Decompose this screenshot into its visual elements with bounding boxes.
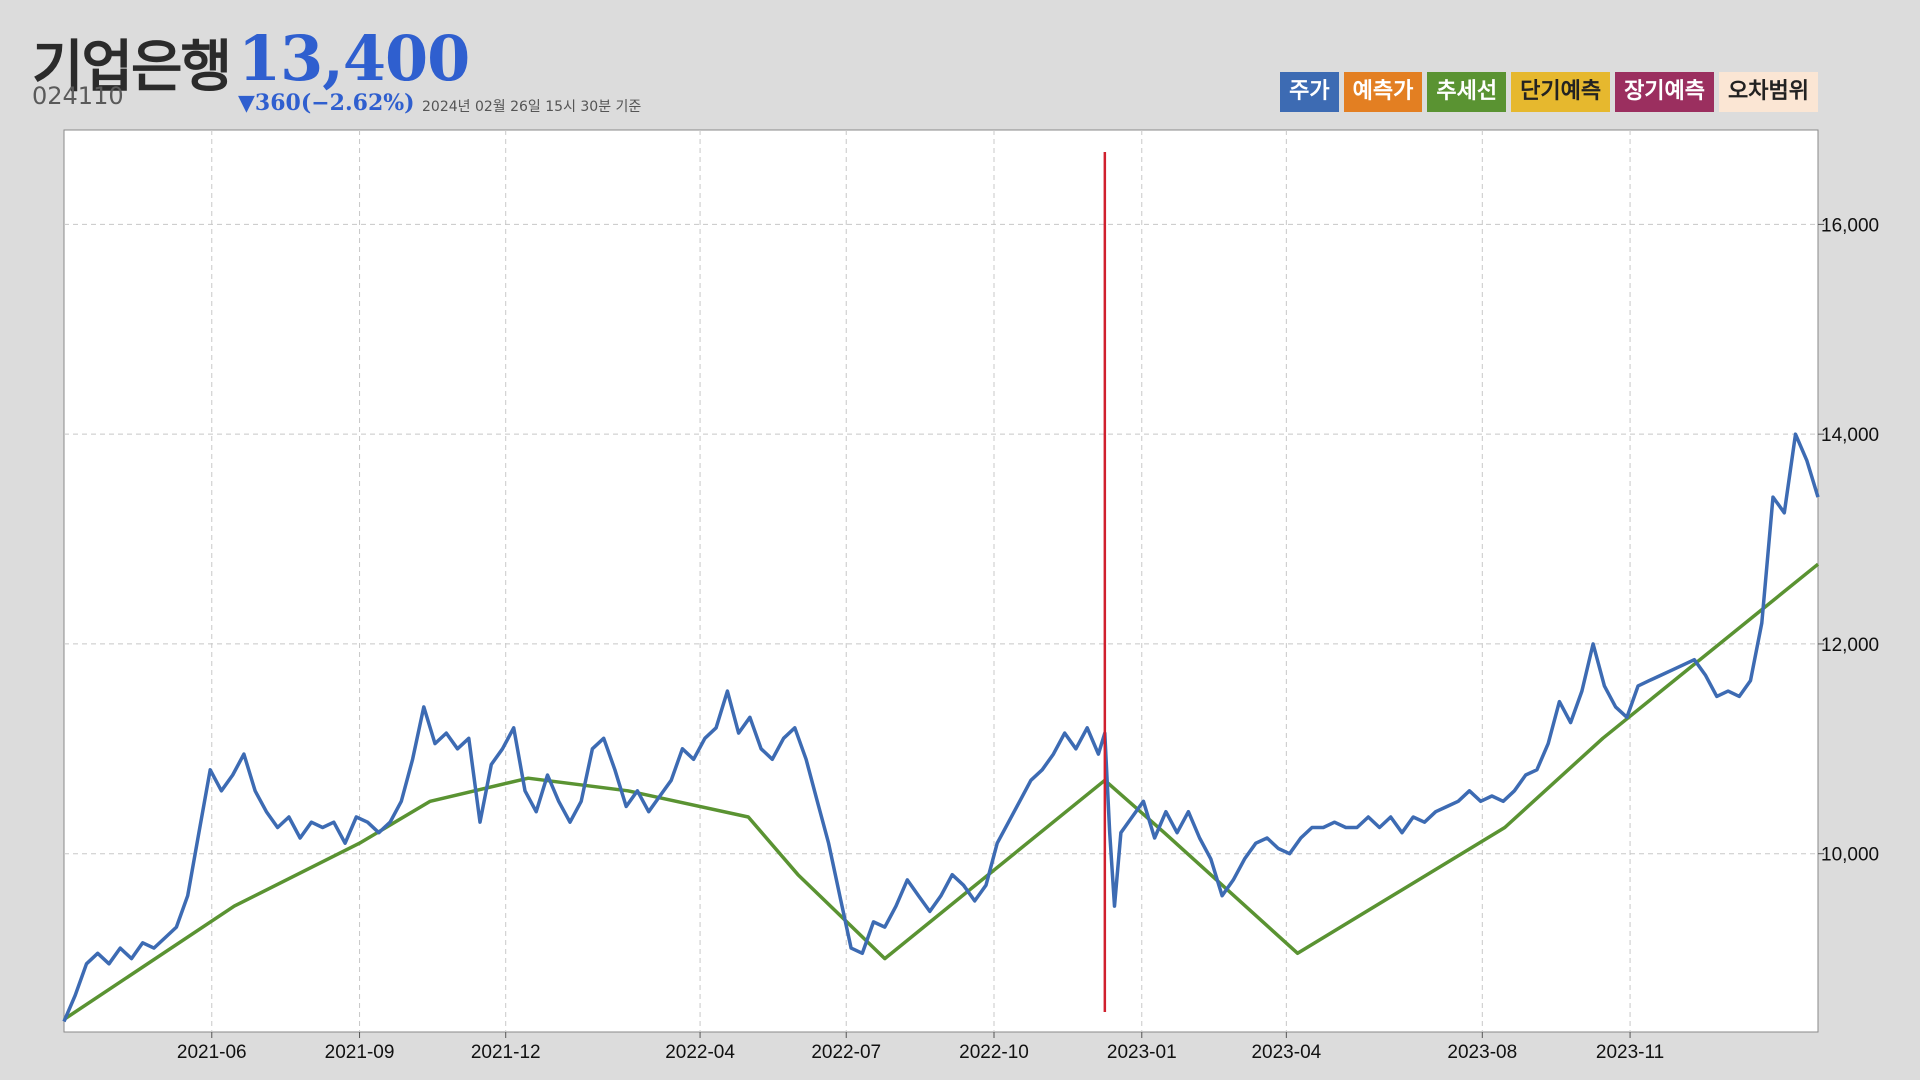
legend-label: 추세선 bbox=[1436, 79, 1498, 104]
legend-label: 예측가 bbox=[1352, 79, 1414, 104]
plot-area bbox=[63, 129, 1819, 1033]
legend-item-trendline[interactable]: 추세선 bbox=[1427, 72, 1507, 112]
y-axis-ticks: 10,000 12,000 14,000 16,000 bbox=[1818, 215, 1879, 866]
current-price: 13,400 bbox=[238, 22, 470, 95]
x-tick-label: 2023-11 bbox=[1596, 1042, 1664, 1063]
x-tick-label: 2021-06 bbox=[177, 1042, 247, 1063]
y-tick-label: 16,000 bbox=[1821, 215, 1879, 236]
price-change: ▼360(−2.62%) bbox=[238, 90, 415, 116]
legend-label: 장기예측 bbox=[1624, 79, 1706, 104]
x-tick-label: 2023-01 bbox=[1107, 1042, 1177, 1063]
price-line bbox=[62, 432, 1820, 1023]
x-tick-label: 2022-07 bbox=[811, 1042, 881, 1063]
legend-label: 단기예측 bbox=[1520, 79, 1602, 104]
company-name: 기업은행 bbox=[32, 35, 232, 100]
y-tick-label: 12,000 bbox=[1821, 635, 1879, 656]
x-tick-label: 2023-08 bbox=[1447, 1042, 1517, 1063]
legend-item-price[interactable]: 주가 bbox=[1280, 72, 1339, 112]
x-tick-label: 2022-04 bbox=[665, 1042, 735, 1063]
x-tick-label: 2022-10 bbox=[959, 1042, 1029, 1063]
legend-item-long-term[interactable]: 장기예측 bbox=[1615, 72, 1715, 112]
legend-label: 주가 bbox=[1289, 79, 1330, 104]
as-of-timestamp: 2024년 02월 26일 15시 30분 기준 bbox=[422, 99, 642, 115]
legend-label: 오차범위 bbox=[1728, 79, 1809, 104]
y-tick-label: 10,000 bbox=[1821, 845, 1879, 866]
legend-item-error-range[interactable]: 오차범위 bbox=[1719, 72, 1818, 112]
x-tick-label: 2021-09 bbox=[325, 1042, 395, 1063]
legend: 주가 예측가 추세선 단기예측 장기예측 오차범위 bbox=[1280, 72, 1818, 112]
x-tick-label: 2023-04 bbox=[1251, 1042, 1321, 1063]
legend-item-short-term[interactable]: 단기예측 bbox=[1511, 72, 1611, 112]
grid-lines bbox=[64, 130, 1818, 1032]
series-layer bbox=[62, 152, 1820, 1023]
legend-item-forecast[interactable]: 예측가 bbox=[1343, 72, 1423, 112]
x-axis-ticks: 2021-06 2021-09 2021-12 2022-04 2022-07 2022-… bbox=[177, 1032, 1664, 1063]
stock-code: 024110 bbox=[32, 82, 124, 110]
x-tick-label: 2021-12 bbox=[471, 1042, 541, 1063]
y-tick-label: 14,000 bbox=[1821, 425, 1879, 446]
